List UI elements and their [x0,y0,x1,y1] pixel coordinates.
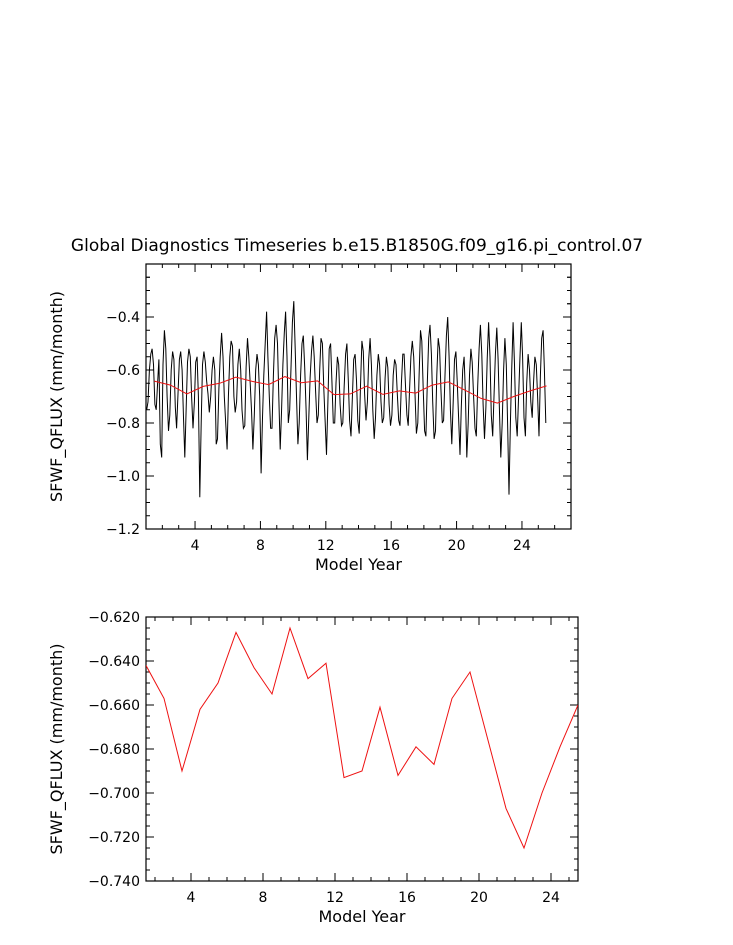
y-tick-label: −0.6 [106,363,140,379]
x-axis-label-bottom: Model Year [319,907,406,926]
y-tick-label: −0.640 [88,654,140,670]
panel-bottom-annual-mean: SFWF_QFLUX (mm/month) Model Year 4 8 12 16 2… [47,610,579,926]
series-line-annual [154,376,547,404]
y-tick-label: −0.620 [88,610,140,626]
panel-top-timeseries: SFWF_QFLUX (mm/month) Model Year 4 8 12 16 2… [47,263,572,574]
y-tick-label: −0.680 [88,742,140,758]
y-tick-label: −0.740 [88,874,140,890]
x-tick-label: 16 [398,890,416,906]
x-tick-label: 12 [326,890,344,906]
x-tick-label: 8 [259,890,268,906]
y-tick-label: −0.660 [88,698,140,714]
y-tick-label: −1.2 [106,522,140,538]
y-tick-label: −0.720 [88,830,140,846]
x-tick-label: 24 [513,538,531,554]
plot-frame [145,616,579,882]
x-tick-label: 20 [470,890,488,906]
series-line-annual [146,626,578,850]
x-tick-label: 4 [191,538,200,554]
y-tick-label: −1.0 [106,469,140,485]
y-axis-label-bottom: SFWF_QFLUX (mm/month) [47,643,67,854]
series-line-monthly [146,301,547,498]
x-tick-label: 12 [317,538,335,554]
y-tick-label: −0.4 [106,310,140,326]
x-tick-label: 16 [382,538,400,554]
y-tick-label: −0.700 [88,786,140,802]
y-tick-label: −0.8 [106,416,140,432]
x-tick-label: 20 [448,538,466,554]
x-tick-label: 4 [187,890,196,906]
x-tick-label: 24 [542,890,560,906]
y-axis-label-top: SFWF_QFLUX (mm/month) [47,291,67,502]
x-axis-label-top: Model Year [315,555,402,574]
figure-title: Global Diagnostics Timeseries b.e15.B185… [71,236,643,256]
x-tick-label: 8 [256,538,265,554]
